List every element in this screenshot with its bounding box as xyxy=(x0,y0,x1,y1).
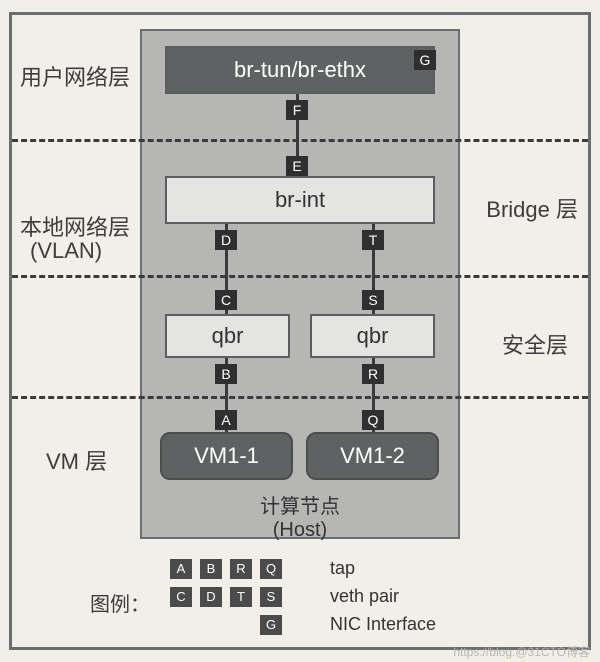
legend-tag: D xyxy=(200,587,222,607)
legend-tag: A xyxy=(170,559,192,579)
box-br-int-label: br-int xyxy=(275,187,325,213)
legend-tag: C xyxy=(170,587,192,607)
box-qbr-2: qbr xyxy=(310,314,435,358)
tag-G: G xyxy=(414,50,436,70)
layer-divider xyxy=(12,139,588,142)
legend-label: NIC Interface xyxy=(330,614,436,635)
legend-row-nic: G NIC Interface xyxy=(260,614,436,635)
legend-tag: S xyxy=(260,587,282,607)
box-br-int: br-int xyxy=(165,176,435,224)
label-user-network: 用户网络层 xyxy=(20,60,130,92)
box-qbr-1-label: qbr xyxy=(212,323,244,349)
box-vm1-label: VM1-1 xyxy=(194,443,259,469)
tag-E: E xyxy=(286,156,308,176)
tag-A: A xyxy=(215,410,237,430)
label-security: 安全层 xyxy=(502,328,568,360)
tag-Q: Q xyxy=(362,410,384,430)
legend-tag: Q xyxy=(260,559,282,579)
tag-T: T xyxy=(362,230,384,250)
legend-tag: G xyxy=(260,615,282,635)
box-vm2: VM1-2 xyxy=(306,432,439,480)
legend-row-veth: C D T S veth pair xyxy=(170,586,399,607)
legend-row-tap: A B R Q tap xyxy=(170,558,355,579)
tag-B: B xyxy=(215,364,237,384)
box-br-tun: br-tun/br-ethx xyxy=(165,46,435,94)
legend-tag: R xyxy=(230,559,252,579)
tag-S: S xyxy=(362,290,384,310)
label-local-network-2: (VLAN) xyxy=(30,238,102,264)
box-br-tun-label: br-tun/br-ethx xyxy=(234,57,366,83)
host-caption-2: (Host) xyxy=(140,519,460,542)
layer-divider xyxy=(12,275,588,278)
box-vm2-label: VM1-2 xyxy=(340,443,405,469)
legend-label: tap xyxy=(330,558,355,579)
box-vm1: VM1-1 xyxy=(160,432,293,480)
tag-C: C xyxy=(215,290,237,310)
legend-tag: T xyxy=(230,587,252,607)
legend-tag: B xyxy=(200,559,222,579)
tag-R: R xyxy=(362,364,384,384)
tag-F: F xyxy=(286,100,308,120)
host-caption: 计算节点 (Host) xyxy=(140,490,460,542)
legend-title: 图例： xyxy=(90,588,150,617)
tag-D: D xyxy=(215,230,237,250)
host-caption-1: 计算节点 xyxy=(140,490,460,519)
label-vm: VM 层 xyxy=(46,444,107,476)
box-qbr-2-label: qbr xyxy=(357,323,389,349)
layer-divider xyxy=(12,396,588,399)
watermark: https://blog.@31CTO博客 xyxy=(453,643,590,660)
label-bridge: Bridge 层 xyxy=(486,192,578,224)
box-qbr-1: qbr xyxy=(165,314,290,358)
legend-label: veth pair xyxy=(330,586,399,607)
